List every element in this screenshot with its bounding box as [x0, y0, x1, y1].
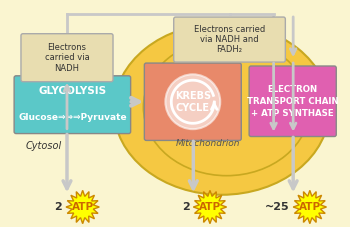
Text: ELECTRON
TRANSPORT CHAIN
+ ATP SYNTHASE: ELECTRON TRANSPORT CHAIN + ATP SYNTHASE [247, 85, 338, 118]
Text: Electrons
carried via
NADH: Electrons carried via NADH [44, 43, 89, 73]
Text: ~25: ~25 [265, 202, 289, 212]
FancyBboxPatch shape [14, 76, 131, 133]
FancyBboxPatch shape [249, 66, 336, 136]
Text: 2: 2 [54, 202, 62, 212]
Text: Electrons carried
via NADH and
FADH₂: Electrons carried via NADH and FADH₂ [194, 25, 265, 54]
FancyBboxPatch shape [174, 17, 285, 62]
Ellipse shape [114, 23, 329, 195]
Text: Glucose⇒⇒⇒Pyruvate: Glucose⇒⇒⇒Pyruvate [18, 114, 127, 122]
Polygon shape [193, 190, 226, 224]
Polygon shape [293, 190, 327, 224]
Text: ATP: ATP [299, 202, 321, 212]
Circle shape [166, 74, 220, 129]
Text: 2: 2 [182, 202, 189, 212]
Text: Mitochondrion: Mitochondrion [176, 139, 240, 148]
FancyBboxPatch shape [21, 34, 113, 82]
Text: ATP: ATP [199, 202, 221, 212]
Text: ATP: ATP [72, 202, 94, 212]
Text: GLYCOLYSIS: GLYCOLYSIS [38, 86, 106, 96]
Text: KREBS
CYCLE: KREBS CYCLE [175, 91, 211, 113]
Polygon shape [66, 190, 99, 224]
Text: Cytosol: Cytosol [26, 141, 62, 151]
FancyBboxPatch shape [144, 63, 241, 141]
